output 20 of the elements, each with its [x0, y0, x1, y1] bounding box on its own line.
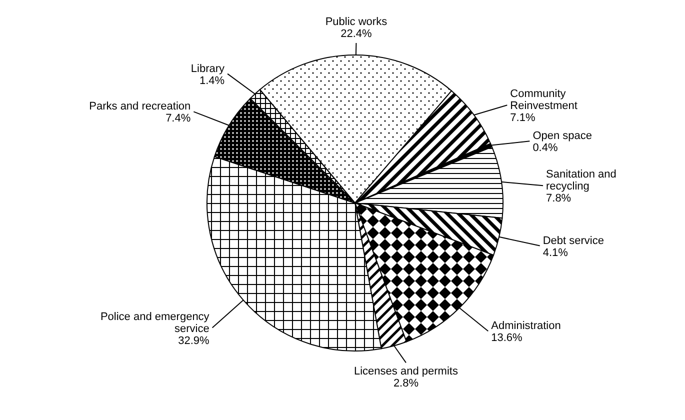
- data-label: 7.4%: [166, 112, 191, 125]
- slice-label: Administration: [491, 320, 561, 332]
- data-label: 32.9%: [178, 334, 210, 347]
- data-label: 22.4%: [340, 28, 372, 40]
- slice-label: Licenses and permits: [354, 366, 458, 378]
- data-label: 4.1%: [542, 246, 568, 259]
- slice-label: Library: [190, 62, 226, 75]
- data-label: 13.6%: [491, 332, 523, 344]
- slice-label: Parks and recreation: [89, 100, 191, 113]
- slice-label: Police and emergency service: [100, 310, 210, 335]
- data-label: 1.4%: [199, 74, 225, 87]
- data-label: 0.4%: [532, 142, 558, 154]
- data-label: 7.8%: [546, 192, 572, 205]
- slice-label: Public works: [325, 16, 388, 28]
- slice-label: Open space: [532, 130, 592, 142]
- data-label: 2.8%: [393, 378, 419, 390]
- slice-label: Debt service: [542, 234, 604, 247]
- slice-label: Community Reinvestment: [510, 88, 578, 112]
- data-label: 7.1%: [510, 112, 536, 124]
- slice-label: Sanitation and recycling: [546, 168, 616, 193]
